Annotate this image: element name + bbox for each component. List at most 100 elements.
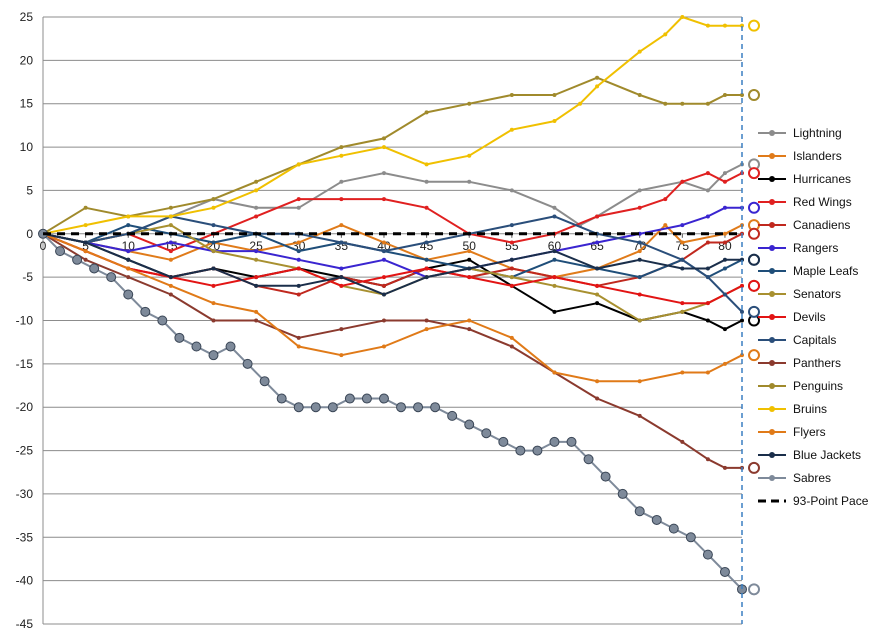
data-point xyxy=(722,292,727,297)
data-point xyxy=(467,153,472,158)
data-point xyxy=(467,327,472,332)
data-point xyxy=(509,344,514,349)
data-point xyxy=(685,532,696,543)
legend-marker xyxy=(769,199,775,205)
data-point xyxy=(680,309,685,314)
data-point xyxy=(740,353,744,358)
series-lightning xyxy=(41,158,760,245)
y-tick-label: -10 xyxy=(16,314,34,328)
legend-item: Capitals xyxy=(758,333,836,347)
x-tick-label: 40 xyxy=(377,239,391,253)
data-point xyxy=(72,254,83,265)
data-point xyxy=(424,327,429,332)
data-point xyxy=(381,171,386,176)
data-point xyxy=(595,283,600,288)
legend-item: Senators xyxy=(758,287,841,301)
legend-label: Bruins xyxy=(793,402,827,416)
data-point xyxy=(637,49,642,54)
data-point xyxy=(254,179,259,184)
data-point xyxy=(705,188,710,193)
data-point xyxy=(467,257,472,262)
data-point xyxy=(254,309,259,314)
team-logo-icon xyxy=(748,279,760,292)
data-point xyxy=(705,266,710,271)
x-tick-label: 60 xyxy=(548,239,562,253)
data-point xyxy=(296,344,301,349)
data-point xyxy=(381,240,386,245)
data-point xyxy=(211,318,216,323)
data-point xyxy=(381,344,386,349)
legend-marker xyxy=(769,130,775,136)
legend-label: Lightning xyxy=(793,126,842,140)
data-point xyxy=(211,301,216,306)
data-point xyxy=(515,445,526,456)
legend-label: Maple Leafs xyxy=(793,264,858,278)
data-point xyxy=(211,266,216,271)
data-point xyxy=(705,171,710,176)
data-point xyxy=(552,275,557,280)
data-point xyxy=(722,240,727,245)
legend-label: Red Wings xyxy=(793,195,852,209)
data-point xyxy=(157,315,168,326)
data-point xyxy=(509,93,514,98)
legend-label: Blue Jackets xyxy=(793,448,861,462)
data-point xyxy=(225,341,236,352)
data-point xyxy=(595,75,600,80)
legend-marker xyxy=(769,222,775,228)
data-point xyxy=(595,379,600,384)
data-point xyxy=(651,514,662,525)
legend-marker xyxy=(769,337,775,343)
data-point xyxy=(126,266,131,271)
data-point xyxy=(668,523,679,534)
data-point xyxy=(296,335,301,340)
legend-label: Flyers xyxy=(793,425,826,439)
data-point xyxy=(339,327,344,332)
legend-label: Senators xyxy=(793,287,841,301)
data-point xyxy=(722,327,727,332)
legend-marker xyxy=(769,406,775,412)
data-point xyxy=(637,379,642,384)
data-point xyxy=(339,283,344,288)
data-point xyxy=(637,292,642,297)
data-point xyxy=(583,454,594,465)
data-point xyxy=(467,266,472,271)
legend-marker xyxy=(769,176,775,182)
data-point xyxy=(705,457,710,462)
data-point xyxy=(680,223,685,228)
series-blue-jackets xyxy=(41,231,760,297)
data-point xyxy=(339,197,344,202)
data-point xyxy=(83,249,88,254)
data-point xyxy=(552,249,557,254)
data-point xyxy=(174,332,185,343)
data-point xyxy=(552,283,557,288)
data-point xyxy=(293,402,304,413)
data-point xyxy=(532,445,543,456)
data-point xyxy=(680,240,685,245)
data-point xyxy=(509,223,514,228)
x-tick-label: 50 xyxy=(463,239,477,253)
data-point xyxy=(447,410,458,421)
data-point xyxy=(339,223,344,228)
data-point xyxy=(740,23,744,28)
data-point xyxy=(549,436,560,447)
series-line xyxy=(42,163,743,244)
data-point xyxy=(254,214,259,219)
x-tick-label: 10 xyxy=(122,239,136,253)
y-tick-label: -40 xyxy=(16,574,34,588)
x-tick-label: 0 xyxy=(40,239,47,253)
legend-marker xyxy=(769,383,775,389)
data-point xyxy=(680,439,685,444)
data-point xyxy=(719,566,730,577)
data-point xyxy=(509,188,514,193)
data-point xyxy=(705,318,710,323)
legend-marker xyxy=(769,314,775,320)
team-logo-icon xyxy=(748,461,760,474)
legend-item: Bruins xyxy=(758,402,827,416)
data-point xyxy=(578,101,583,106)
data-point xyxy=(722,171,727,176)
data-point xyxy=(637,249,642,254)
data-point xyxy=(83,240,88,245)
data-point xyxy=(254,283,259,288)
team-logo-icon xyxy=(748,227,760,240)
